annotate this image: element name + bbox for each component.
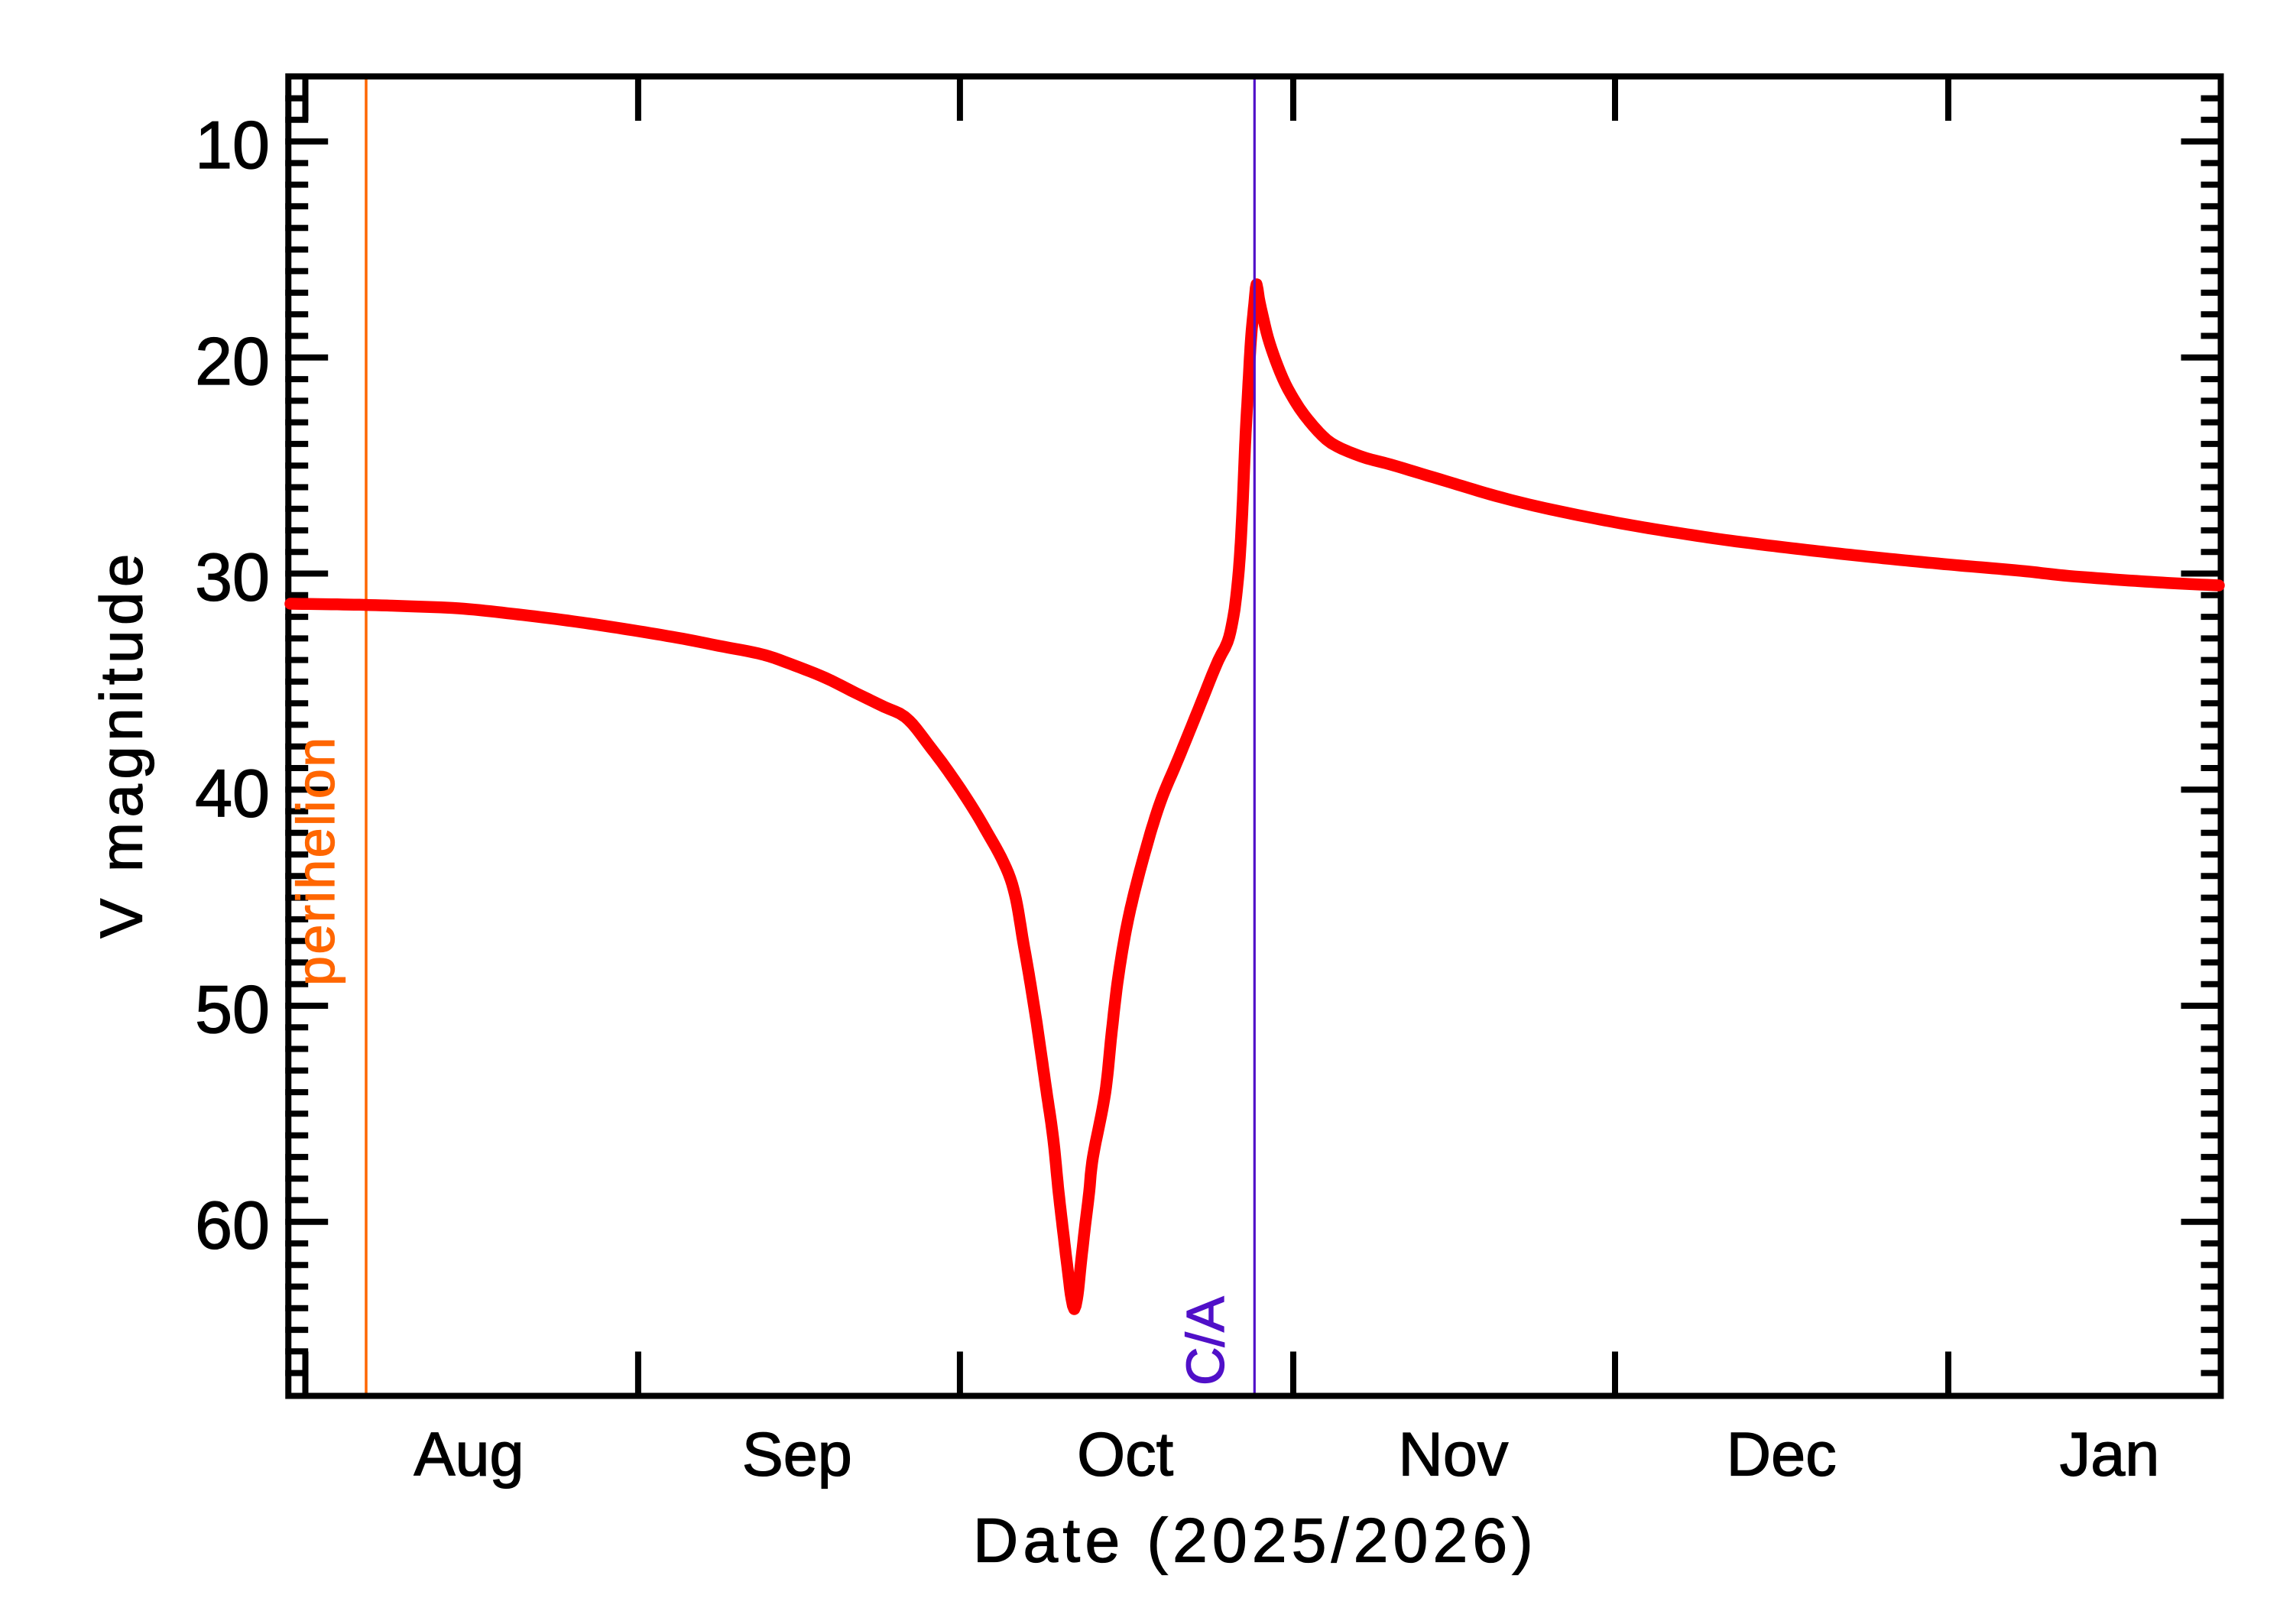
svg-text:20: 20 xyxy=(195,323,270,399)
svg-text:50: 50 xyxy=(195,971,270,1047)
svg-text:40: 40 xyxy=(195,755,270,831)
svg-text:30: 30 xyxy=(195,540,270,615)
svg-text:C/A: C/A xyxy=(1176,1296,1235,1386)
svg-text:Aug: Aug xyxy=(414,1420,524,1489)
svg-text:Dec: Dec xyxy=(1727,1420,1837,1489)
svg-text:Oct: Oct xyxy=(1077,1420,1173,1489)
svg-text:Nov: Nov xyxy=(1398,1420,1509,1489)
svg-text:60: 60 xyxy=(195,1188,270,1263)
svg-text:perihelion: perihelion xyxy=(286,735,345,986)
svg-text:Jan: Jan xyxy=(2060,1420,2160,1489)
svg-text:Sep: Sep xyxy=(742,1420,852,1489)
svg-text:V magnitude: V magnitude xyxy=(88,549,155,938)
svg-text:Date (2025/2026): Date (2025/2026) xyxy=(973,1506,1538,1576)
svg-text:10: 10 xyxy=(195,107,270,183)
